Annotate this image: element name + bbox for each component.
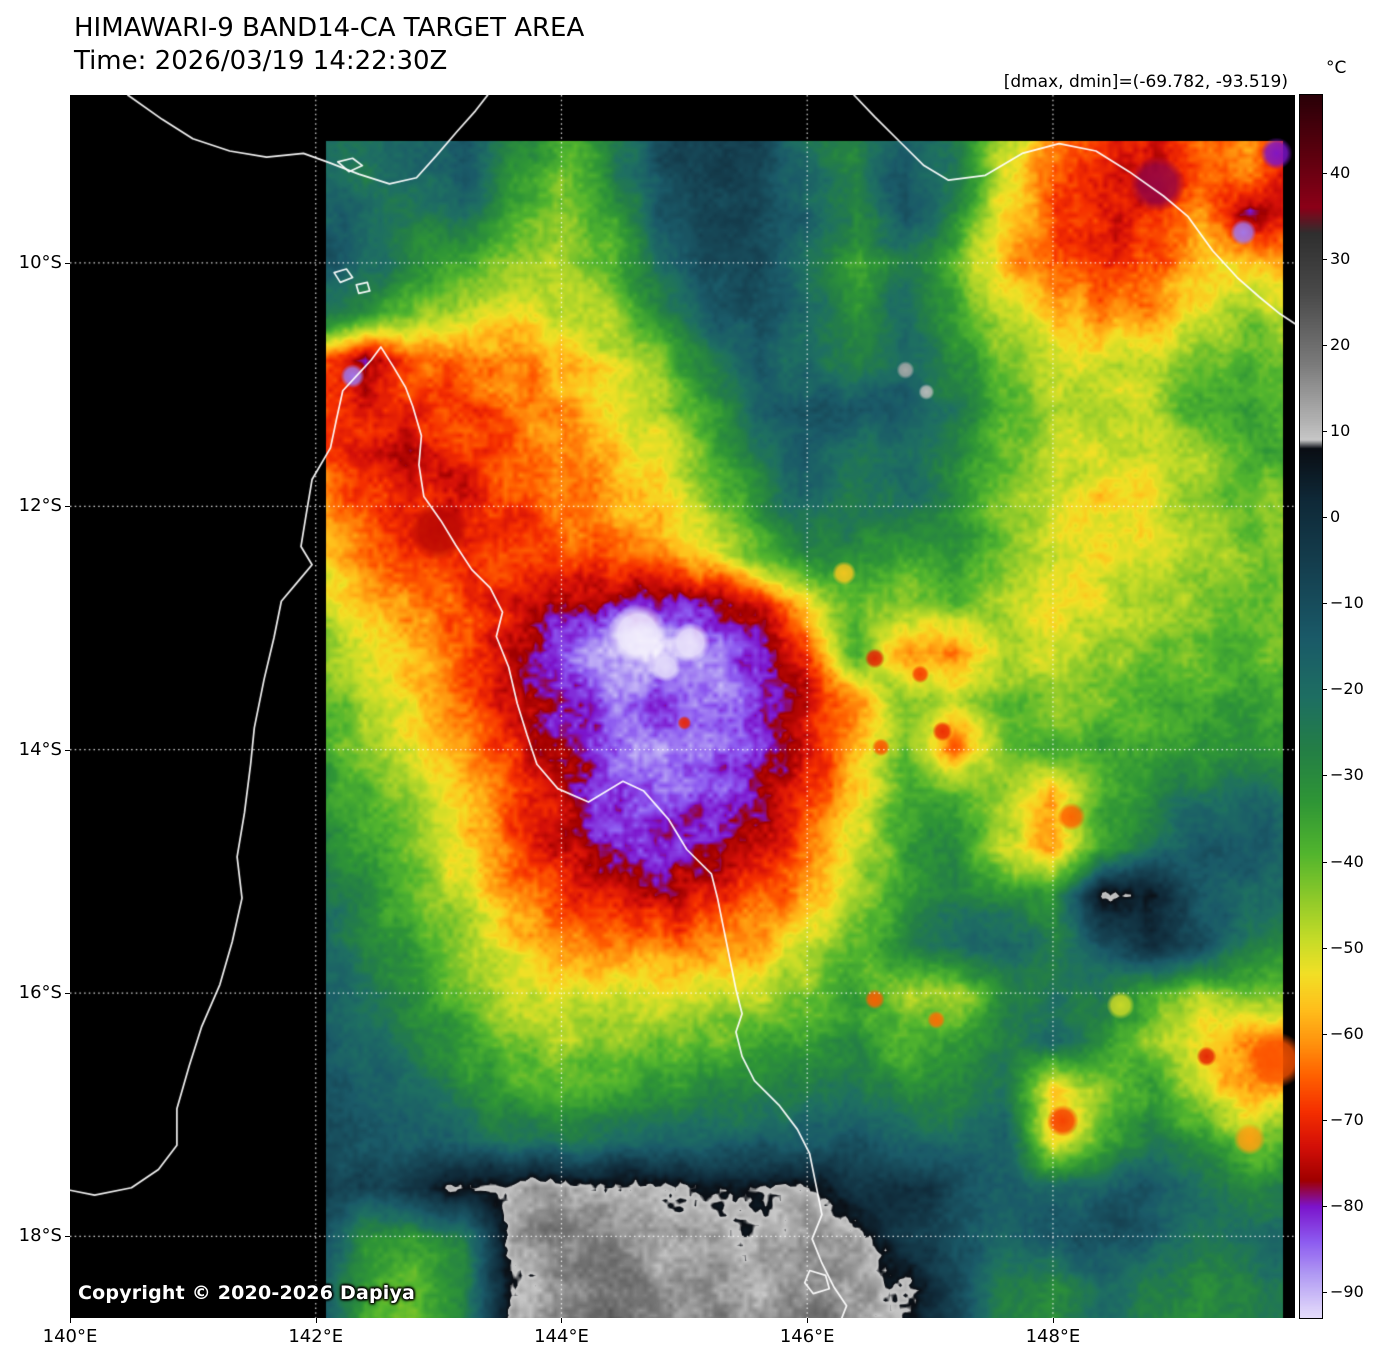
colorbar-tick-label: −80 [1330, 1196, 1364, 1216]
y-axis-tick-mark [65, 506, 70, 508]
colorbar-tick-mark [1323, 1292, 1327, 1294]
y-axis-tick-mark [65, 993, 70, 995]
satellite-imagery-canvas [70, 95, 1295, 1318]
x-axis-tick-label: 146°E [779, 1326, 835, 1347]
x-axis-tick-label: 148°E [1025, 1326, 1081, 1347]
colorbar-tick-label: −50 [1330, 937, 1364, 957]
figure-timestamp: Time: 2026/03/19 14:22:30Z [74, 46, 448, 76]
y-axis-tick-label: 12°S [18, 495, 62, 517]
colorbar-tick-label: −40 [1330, 851, 1364, 871]
figure-title: HIMAWARI-9 BAND14-CA TARGET AREA [74, 13, 585, 43]
x-axis-tick-mark [315, 1318, 317, 1323]
x-axis-tick-label: 140°E [42, 1326, 98, 1347]
colorbar-tick-label: 0 [1330, 507, 1341, 527]
x-axis-tick-mark [1052, 1318, 1054, 1323]
header-left: HIMAWARI-9 BAND14-CA TARGET AREA Time: 2… [74, 12, 584, 78]
colorbar-tick-label: −10 [1330, 593, 1364, 613]
x-axis-tick-label: 144°E [534, 1326, 589, 1347]
colorbar-tick-mark [1323, 258, 1327, 260]
colorbar-tick-mark [1323, 1206, 1327, 1208]
x-axis-tick-label: 142°E [288, 1326, 344, 1347]
colorbar-tick-label: −70 [1330, 1109, 1364, 1129]
colorbar-tick-mark [1323, 430, 1327, 432]
y-axis-tick-label: 10°S [18, 251, 62, 273]
colorbar-tick-mark [1323, 1119, 1327, 1121]
colorbar-tick-mark [1323, 1033, 1327, 1035]
colorbar-tick-mark [1323, 689, 1327, 691]
x-axis-tick-mark [807, 1318, 809, 1323]
copyright-label: Copyright © 2020-2026 Dapiya [78, 1282, 416, 1304]
colorbar [1299, 94, 1323, 1319]
colorbar-tick-label: 30 [1330, 248, 1351, 268]
y-axis-tick-label: 18°S [18, 1225, 62, 1247]
colorbar-tick-mark [1323, 172, 1327, 174]
y-axis-tick-mark [65, 749, 70, 751]
colorbar-unit-label: °C [1326, 58, 1347, 78]
colorbar-tick-mark [1323, 775, 1327, 777]
colorbar-tick-mark [1323, 947, 1327, 949]
colorbar-tick-mark [1323, 861, 1327, 863]
colorbar-tick-mark [1323, 603, 1327, 605]
colorbar-tick-label: −30 [1330, 765, 1364, 785]
colorbar-tick-label: 10 [1330, 420, 1351, 440]
y-axis-tick-mark [65, 1236, 70, 1238]
colorbar-tick-label: −90 [1330, 1282, 1364, 1302]
x-axis-tick-mark [70, 1318, 71, 1323]
colorbar-tick-mark [1323, 344, 1327, 346]
colorbar-tick-label: 20 [1330, 334, 1351, 354]
colorbar-tick-label: −60 [1330, 1023, 1364, 1043]
dmax-dmin-readout: [dmax, dmin]=(-69.782, -93.519) [1003, 72, 1288, 92]
colorbar-tick-label: 40 [1330, 162, 1351, 182]
y-axis-tick-label: 16°S [18, 982, 62, 1004]
x-axis-tick-mark [561, 1318, 563, 1323]
colorbar-gradient-canvas [1300, 95, 1322, 1318]
map-plot-area: Copyright © 2020-2026 Dapiya [70, 95, 1295, 1318]
colorbar-tick-label: −20 [1330, 679, 1364, 699]
y-axis-tick-label: 14°S [18, 738, 62, 760]
y-axis-tick-mark [65, 262, 70, 264]
colorbar-tick-mark [1323, 517, 1327, 519]
